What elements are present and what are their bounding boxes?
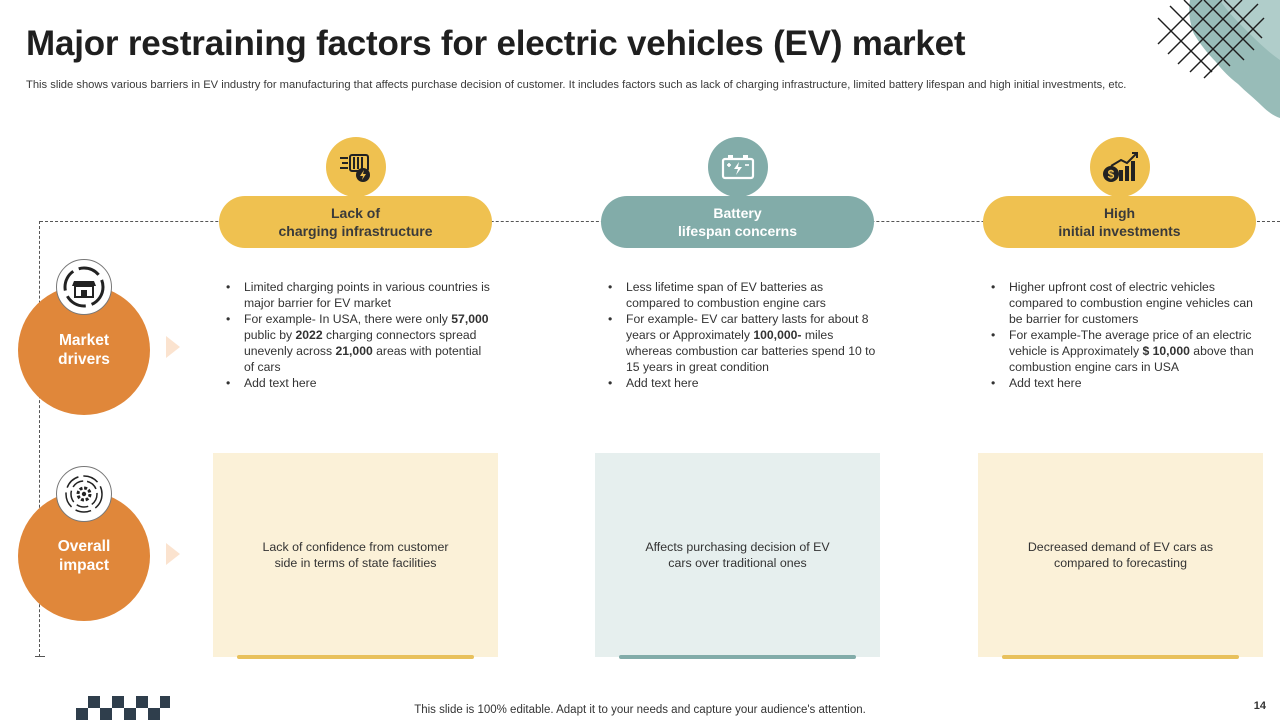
bullet-list-charging: Limited charging points in various count…	[224, 279, 494, 391]
column-heading-battery: Battery lifespan concerns	[601, 196, 874, 248]
heading-line1: Lack of	[330, 205, 380, 221]
list-item: Limited charging points in various count…	[224, 279, 494, 311]
impact-text: Decreased demand of EV cars as compared …	[1027, 540, 1214, 570]
row-label-line1: Overall	[57, 538, 111, 555]
heading-line1: Battery	[713, 205, 762, 221]
row-label-line1: Market	[59, 332, 109, 349]
list-item: Higher upfront cost of electric vehicles…	[989, 279, 1259, 327]
page-number: 14	[1253, 700, 1266, 712]
svg-text:$: $	[1108, 168, 1115, 182]
vertical-connector	[39, 221, 40, 657]
impact-box-underline	[1002, 655, 1239, 659]
column-heading-charging: Lack of charging infrastructure	[219, 196, 492, 248]
investment-growth-icon: $	[1090, 137, 1150, 197]
gear-target-icon	[56, 466, 112, 522]
connector-end-tick	[35, 656, 45, 657]
impact-box-underline	[237, 655, 474, 659]
row-label-line2: drivers	[58, 351, 110, 368]
corner-decoration-icon	[1157, 0, 1280, 118]
list-item: Less lifetime span of EV batteries as co…	[606, 279, 876, 311]
list-item: Add text here	[989, 375, 1259, 391]
charging-station-icon	[326, 137, 386, 197]
bullet-list-battery: Less lifetime span of EV batteries as co…	[606, 279, 876, 391]
impact-box-charging: Lack of confidence from customer side in…	[213, 453, 498, 657]
row-label-line2: impact	[59, 557, 109, 574]
impact-box-investment: Decreased demand of EV cars as compared …	[978, 453, 1263, 657]
list-item: Add text here	[606, 375, 876, 391]
impact-box-battery: Affects purchasing decision of EV cars o…	[595, 453, 880, 657]
checker-decoration-icon	[76, 696, 170, 720]
impact-box-underline	[619, 655, 856, 659]
list-item: For example- EV car battery lasts for ab…	[606, 311, 876, 375]
heading-line2: charging infrastructure	[278, 223, 433, 239]
impact-text: Lack of confidence from customer side in…	[262, 540, 449, 570]
heading-line1: High	[1103, 205, 1136, 221]
chevron-right-icon	[166, 543, 180, 565]
heading-line2: lifespan concerns	[677, 223, 798, 239]
slide-subtitle: This slide shows various barriers in EV …	[26, 79, 1127, 91]
slide-title: Major restraining factors for electric v…	[26, 24, 966, 63]
list-item: Add text here	[224, 375, 494, 391]
impact-text: Affects purchasing decision of EV cars o…	[645, 540, 830, 570]
row-label-overall-impact: Overall impact	[18, 491, 150, 621]
market-shop-icon	[56, 259, 112, 315]
bullet-list-investment: Higher upfront cost of electric vehicles…	[989, 279, 1259, 391]
list-item: For example- In USA, there were only 57,…	[224, 311, 494, 375]
chevron-right-icon	[166, 336, 180, 358]
list-item: For example-The average price of an elec…	[989, 327, 1259, 375]
column-heading-investment: High initial investments	[983, 196, 1256, 248]
footer-note: This slide is 100% editable. Adapt it to…	[414, 704, 866, 716]
battery-icon	[708, 137, 768, 197]
heading-line2: initial investments	[1058, 223, 1181, 239]
